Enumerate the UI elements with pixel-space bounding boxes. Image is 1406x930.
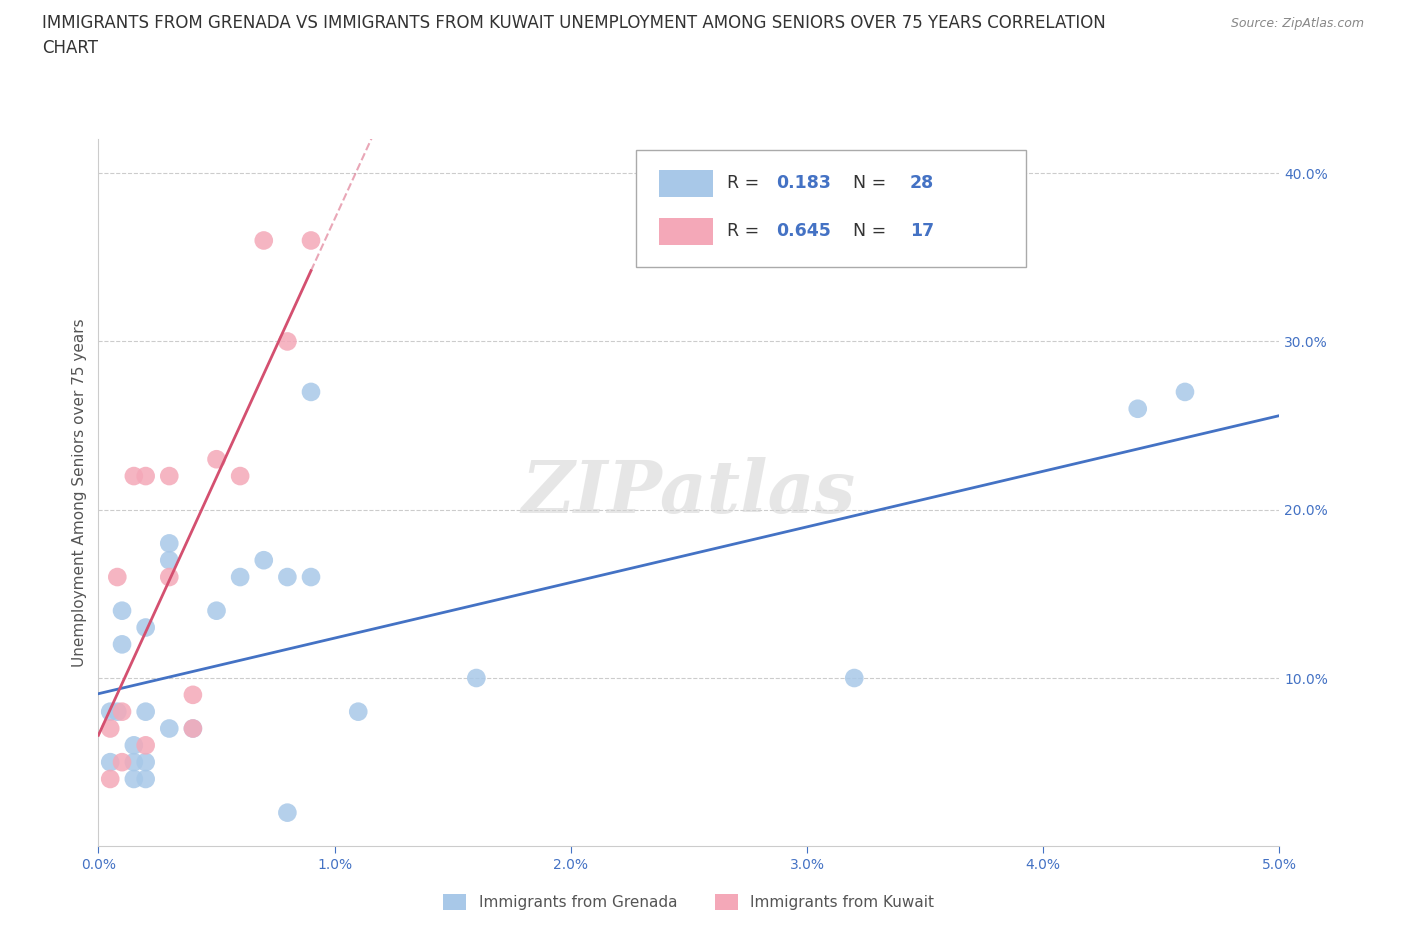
Point [122,755,145,770]
Point [299,569,322,584]
Point [157,469,180,484]
Point [98,772,121,787]
Text: N =: N = [842,222,893,240]
Text: 0.645: 0.645 [776,222,831,240]
Point [205,452,228,467]
Point [229,569,252,584]
Point [181,721,204,736]
Text: 17: 17 [910,222,934,240]
Text: Source: ZipAtlas.com: Source: ZipAtlas.com [1230,17,1364,30]
Point [299,233,322,248]
FancyBboxPatch shape [659,170,713,197]
Point [135,469,157,484]
Point [276,805,298,820]
Point [122,737,145,752]
Point [465,671,488,685]
Point [135,737,157,752]
Point [135,704,157,719]
Legend: Immigrants from Grenada, Immigrants from Kuwait: Immigrants from Grenada, Immigrants from… [437,888,941,916]
Point [157,569,180,584]
FancyBboxPatch shape [659,218,713,245]
Text: R =: R = [727,222,765,240]
Point [122,469,145,484]
Text: R =: R = [727,174,765,193]
Point [105,569,128,584]
Point [299,384,322,399]
Point [98,721,121,736]
Point [111,604,134,618]
Point [229,469,252,484]
Point [347,704,370,719]
Point [135,620,157,635]
Point [1174,384,1197,399]
Text: 28: 28 [910,174,934,193]
Point [1126,402,1149,417]
Point [157,552,180,567]
Text: CHART: CHART [42,39,98,57]
Point [135,755,157,770]
Point [111,755,134,770]
Point [98,755,121,770]
Point [98,704,121,719]
Point [105,704,128,719]
Text: N =: N = [842,174,893,193]
Text: ZIPatlas: ZIPatlas [522,458,856,528]
Point [111,637,134,652]
Point [253,552,276,567]
Point [181,687,204,702]
Point [111,704,134,719]
Point [844,671,866,685]
Point [253,233,276,248]
FancyBboxPatch shape [636,150,1025,267]
Point [122,772,145,787]
Point [157,536,180,551]
Point [205,604,228,618]
Point [276,334,298,349]
Point [181,721,204,736]
Point [276,569,298,584]
Point [135,772,157,787]
Point [157,721,180,736]
Text: 0.183: 0.183 [776,174,831,193]
Y-axis label: Unemployment Among Seniors over 75 years: Unemployment Among Seniors over 75 years [72,319,87,667]
Text: IMMIGRANTS FROM GRENADA VS IMMIGRANTS FROM KUWAIT UNEMPLOYMENT AMONG SENIORS OVE: IMMIGRANTS FROM GRENADA VS IMMIGRANTS FR… [42,14,1107,32]
